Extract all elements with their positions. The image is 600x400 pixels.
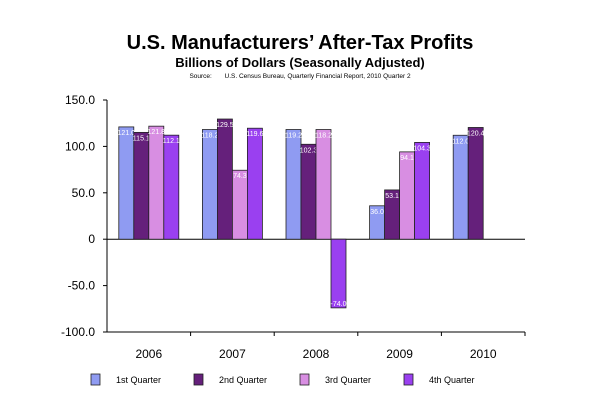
x-tick-label: 2006 [135,347,162,361]
bar [163,134,180,240]
x-tick-label: 2008 [303,347,330,361]
data-label: 121.8 [148,129,166,136]
y-tick-label: 150.0 [65,93,95,107]
data-label: 120.4 [467,130,485,137]
data-label: 102.3 [300,147,318,154]
bar [118,126,135,240]
data-label: 104.3 [413,145,431,152]
bar [300,143,317,240]
bar [452,134,469,240]
y-tick-label: 0 [88,232,95,246]
bar [246,127,263,240]
legend-swatch [193,373,204,386]
bar [133,131,150,240]
y-tick-label: 100.0 [65,139,95,153]
data-label: 129.5 [216,122,234,129]
source-text: U.S. Census Bureau, Quarterly Financial … [224,73,411,80]
bar [231,169,248,240]
y-tick-label: 50.0 [72,186,96,200]
legend-label: 2nd Quarter [219,375,267,385]
bar [285,129,302,240]
data-label: 74.3 [233,173,247,180]
legend-label: 4th Quarter [429,375,475,385]
legend-swatch [299,373,310,386]
bar [414,142,431,240]
chart-source: Source: U.S. Census Bureau, Quarterly Fi… [0,73,600,80]
x-tick-label: 2007 [219,347,246,361]
bar [315,129,332,240]
legend-label: 1st Quarter [116,375,161,385]
data-label: 118.2 [315,133,332,140]
legend-label: 3rd Quarter [325,375,371,385]
data-label: -74.0 [331,301,347,308]
data-label: 119.2 [285,133,302,140]
bar [148,125,165,240]
data-label: 121.0 [118,130,136,137]
source-label: Source: [189,73,212,80]
chart-title: U.S. Manufacturers’ After-Tax Profits [126,32,474,54]
data-label: 94.1 [400,155,414,162]
legend-swatch [403,373,414,386]
data-label: 118.2 [201,133,218,140]
data-label: 112.0 [452,138,469,145]
x-tick-label: 2010 [470,347,497,361]
bar [216,118,233,240]
data-label: 53.1 [385,193,399,200]
bar [399,151,416,240]
chart-legend: 1st Quarter 2nd Quarter 3rd Quarter 4th Qua… [90,373,475,386]
data-label: 115.1 [133,135,150,142]
chart-axes: 150.0 100.0 50.0 0 -50.0 -100.0 2006 2007 2008 20… [61,93,526,361]
data-label: 36.0 [370,209,384,216]
y-tick-label: -100.0 [61,325,95,339]
bar [467,127,484,240]
data-label: 112.1 [163,138,180,145]
chart-subtitle: Billions of Dollars (Seasonally Adjusted… [175,55,425,70]
data-label: 119.6 [246,131,263,138]
bar [201,129,218,240]
x-tick-label: 2009 [386,347,413,361]
y-tick-label: -50.0 [68,279,96,293]
legend-swatch [90,373,101,386]
bar [330,238,347,309]
